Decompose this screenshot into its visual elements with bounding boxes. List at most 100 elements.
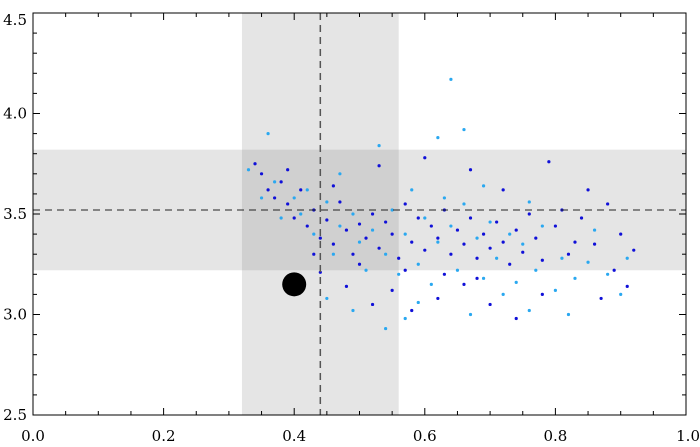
scatter-point-series-1 xyxy=(527,212,531,216)
scatter-point-series-1 xyxy=(364,236,368,240)
highlight-marker xyxy=(282,272,307,297)
x-tick-label: 0.6 xyxy=(413,427,437,445)
scatter-point-series-1 xyxy=(488,302,492,307)
scatter-point-series-1 xyxy=(436,236,440,240)
scatter-point-series-1 xyxy=(377,164,381,168)
scatter-point-series-2 xyxy=(292,196,296,200)
scatter-point-series-1 xyxy=(501,240,505,244)
scatter-point-series-2 xyxy=(619,292,623,296)
scatter-point-series-2 xyxy=(481,184,486,188)
y-tick-label: 3.5 xyxy=(3,205,27,223)
scatter-point-series-2 xyxy=(573,276,577,280)
shaded-bands xyxy=(33,13,686,415)
scatter-point-series-2 xyxy=(259,196,264,200)
scatter-point-series-1 xyxy=(292,216,296,220)
scatter-point-series-1 xyxy=(449,252,453,256)
scatter-point-series-1 xyxy=(338,200,342,204)
scatter-point-series-2 xyxy=(521,242,525,246)
scatter-point-series-1 xyxy=(475,256,479,260)
x-tick-label: 0.2 xyxy=(152,427,176,445)
scatter-point-series-2 xyxy=(416,262,420,266)
scatter-point-series-1 xyxy=(436,296,440,301)
scatter-point-series-1 xyxy=(384,220,388,224)
scatter-point-series-1 xyxy=(357,262,362,266)
reference-lines xyxy=(33,13,686,415)
y-tick-label: 2.5 xyxy=(3,406,27,424)
scatter-point-series-2 xyxy=(449,224,453,228)
scatter-point-series-2 xyxy=(246,168,251,172)
scatter-point-series-1 xyxy=(410,240,414,244)
scatter-point-series-2 xyxy=(449,77,453,81)
scatter-point-series-2 xyxy=(273,180,277,184)
scatter-point-series-1 xyxy=(468,216,473,220)
scatter-point-series-1 xyxy=(553,224,558,228)
scatter-point-series-1 xyxy=(351,252,355,256)
y-tick-label: 3.0 xyxy=(3,306,27,324)
scatter-point-series-1 xyxy=(488,246,492,250)
scatter-point-series-1 xyxy=(521,250,525,254)
scatter-point-series-1 xyxy=(325,218,329,222)
scatter-point-series-2 xyxy=(325,296,329,301)
scatter-point-series-1 xyxy=(455,228,460,232)
scatter-point-series-2 xyxy=(331,252,335,256)
scatter-point-series-1 xyxy=(423,248,427,252)
axis-ticks xyxy=(32,12,687,416)
scatter-point-series-1 xyxy=(403,268,407,272)
scatter-point-series-1 xyxy=(619,232,623,236)
scatter-point-series-2 xyxy=(416,300,420,305)
scatter-point-series-2 xyxy=(384,252,388,256)
scatter-point-series-2 xyxy=(592,228,597,232)
scatter-point-series-1 xyxy=(286,202,290,206)
scatter-point-series-1 xyxy=(579,216,584,220)
scatter-point-series-1 xyxy=(259,172,264,176)
x-tick-label: 0.4 xyxy=(282,427,306,445)
scatter-point-series-1 xyxy=(397,256,401,260)
scatter-point-series-2 xyxy=(397,272,401,276)
scatter-point-series-1 xyxy=(612,268,616,272)
scatter-point-series-1 xyxy=(331,184,335,188)
scatter-point-series-1 xyxy=(573,240,577,244)
scatter-point-series-1 xyxy=(547,160,551,164)
scatter-point-series-1 xyxy=(540,292,544,296)
scatter-point-series-2 xyxy=(462,127,466,132)
scatter-point-series-2 xyxy=(442,196,446,200)
scatter-point-series-1 xyxy=(540,258,544,262)
scatter-point-series-2 xyxy=(586,260,590,264)
scatter-point-series-2 xyxy=(429,282,433,286)
scatter-point-series-2 xyxy=(351,308,355,313)
scatter-point-series-1 xyxy=(357,222,362,226)
scatter-point-series-1 xyxy=(462,282,466,286)
scatter-point-series-2 xyxy=(475,236,479,240)
x-tick-label: 0.0 xyxy=(21,427,45,445)
scatter-point-series-1 xyxy=(423,156,427,160)
scatter-point-series-1 xyxy=(462,242,466,246)
scatter-point-series-2 xyxy=(436,136,440,140)
scatter-point-series-2 xyxy=(338,172,342,176)
scatter-point-series-1 xyxy=(481,232,486,236)
scatter-point-series-1 xyxy=(416,216,420,220)
scatter-point-series-1 xyxy=(501,188,505,192)
scatter-point-series-1 xyxy=(442,272,446,276)
scatter-point-series-1 xyxy=(534,236,538,240)
scatter-point-series-1 xyxy=(318,236,322,240)
scatter-point-series-2 xyxy=(325,200,329,204)
scatter-point-series-1 xyxy=(390,232,394,236)
scatter-point-series-1 xyxy=(312,252,316,256)
scatter-point-series-1 xyxy=(410,308,414,313)
scatter-point-series-1 xyxy=(566,252,571,256)
scatter-point-series-1 xyxy=(625,284,629,288)
scatter-point-series-1 xyxy=(299,188,303,192)
scatter-point-series-2 xyxy=(495,256,499,260)
scatter-point-series-1 xyxy=(592,242,597,246)
scatter-point-series-1 xyxy=(514,228,518,232)
scatter-point-series-1 xyxy=(508,262,512,266)
scatter-point-series-2 xyxy=(364,268,368,272)
scatter-point-series-1 xyxy=(305,224,309,228)
scatter-point-series-2 xyxy=(312,232,316,236)
scatter-point-series-2 xyxy=(534,268,538,272)
scatter-point-series-2 xyxy=(370,228,375,232)
scatter-point-series-2 xyxy=(560,256,564,260)
scatter-point-series-2 xyxy=(410,188,414,192)
x-tick-label: 0.8 xyxy=(543,427,567,445)
scatter-point-series-1 xyxy=(273,196,277,200)
